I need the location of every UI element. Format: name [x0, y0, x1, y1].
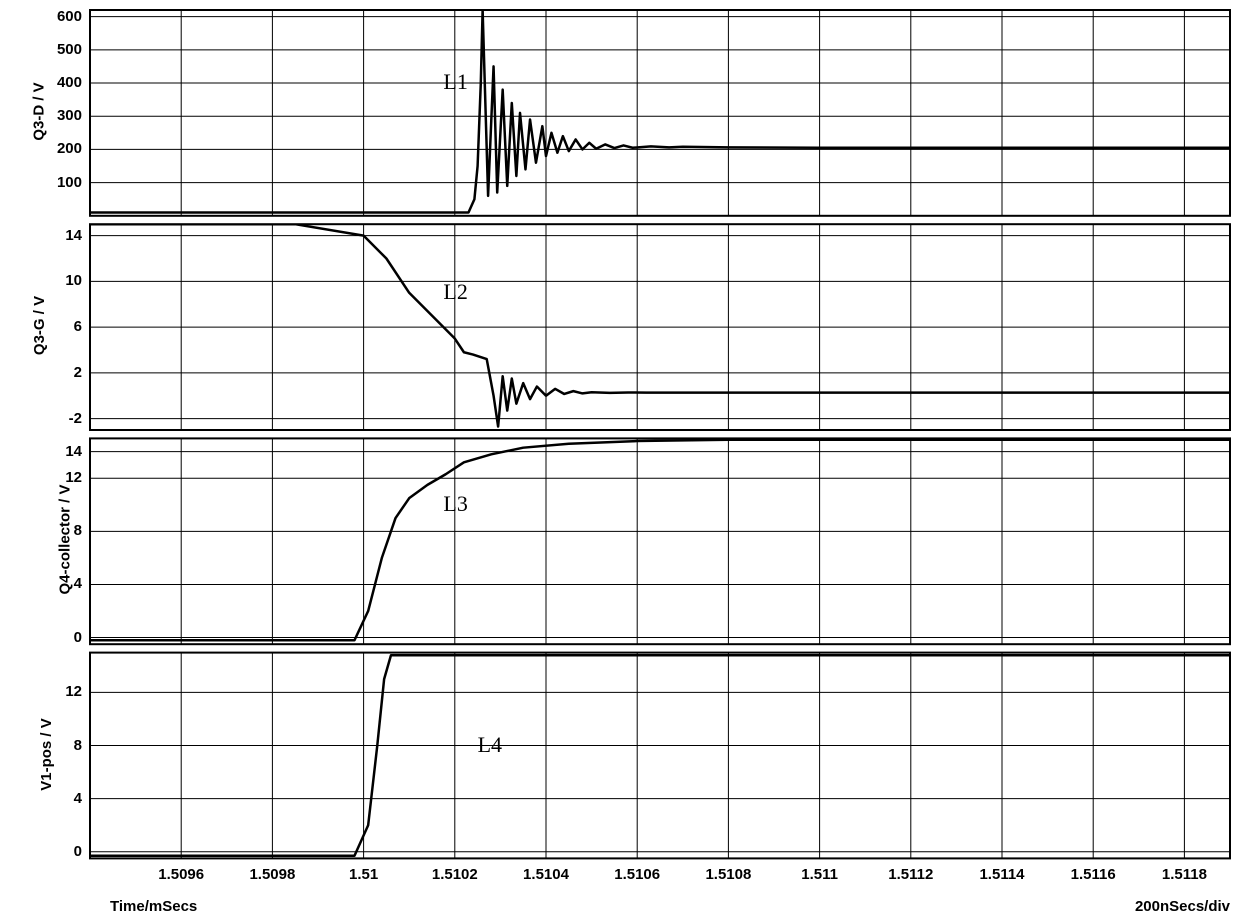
- xtick-label: 1.5098: [249, 866, 295, 883]
- x-axis-label-left: Time/mSecs: [110, 898, 197, 915]
- xtick-label: 1.5116: [1071, 866, 1116, 883]
- ytick-label: 0: [42, 629, 82, 646]
- xtick-label: 1.5112: [888, 866, 933, 883]
- ytick-label: 100: [42, 174, 82, 191]
- ytick-label: 500: [42, 41, 82, 58]
- chart-container: { "plot": { "area_left": 90, "area_top":…: [0, 0, 1240, 923]
- ytick-label: -2: [42, 410, 82, 427]
- ytick-label: 12: [42, 683, 82, 700]
- xtick-label: 1.51: [349, 866, 378, 883]
- ytick-label: 600: [42, 8, 82, 25]
- y-axis-label: Q3-G / V: [31, 296, 48, 355]
- xtick-label: 1.5096: [158, 866, 204, 883]
- y-axis-label: V1-pos / V: [38, 718, 55, 791]
- ytick-label: 200: [42, 140, 82, 157]
- xtick-label: 1.5102: [432, 866, 478, 883]
- ytick-label: 4: [42, 790, 82, 807]
- ytick-label: 300: [42, 107, 82, 124]
- ytick-label: 400: [42, 74, 82, 91]
- xtick-label: 1.5114: [979, 866, 1024, 883]
- trace-label: L2: [443, 279, 467, 305]
- xtick-label: 1.5108: [705, 866, 751, 883]
- y-axis-label: Q4-collector / V: [57, 485, 74, 595]
- trace-label: L3: [443, 491, 467, 517]
- y-axis-label: Q3-D / V: [31, 82, 48, 140]
- trace-label: L4: [478, 732, 502, 758]
- ytick-label: 0: [42, 843, 82, 860]
- ytick-label: 10: [42, 272, 82, 289]
- ytick-label: 14: [42, 227, 82, 244]
- x-axis-label-right: 200nSecs/div: [1135, 898, 1230, 915]
- ytick-label: 14: [42, 443, 82, 460]
- xtick-label: 1.511: [801, 866, 838, 883]
- trace-label: L1: [443, 69, 467, 95]
- xtick-label: 1.5118: [1162, 866, 1207, 883]
- xtick-label: 1.5104: [523, 866, 569, 883]
- plot-area: [0, 0, 1240, 923]
- xtick-label: 1.5106: [614, 866, 660, 883]
- ytick-label: 2: [42, 364, 82, 381]
